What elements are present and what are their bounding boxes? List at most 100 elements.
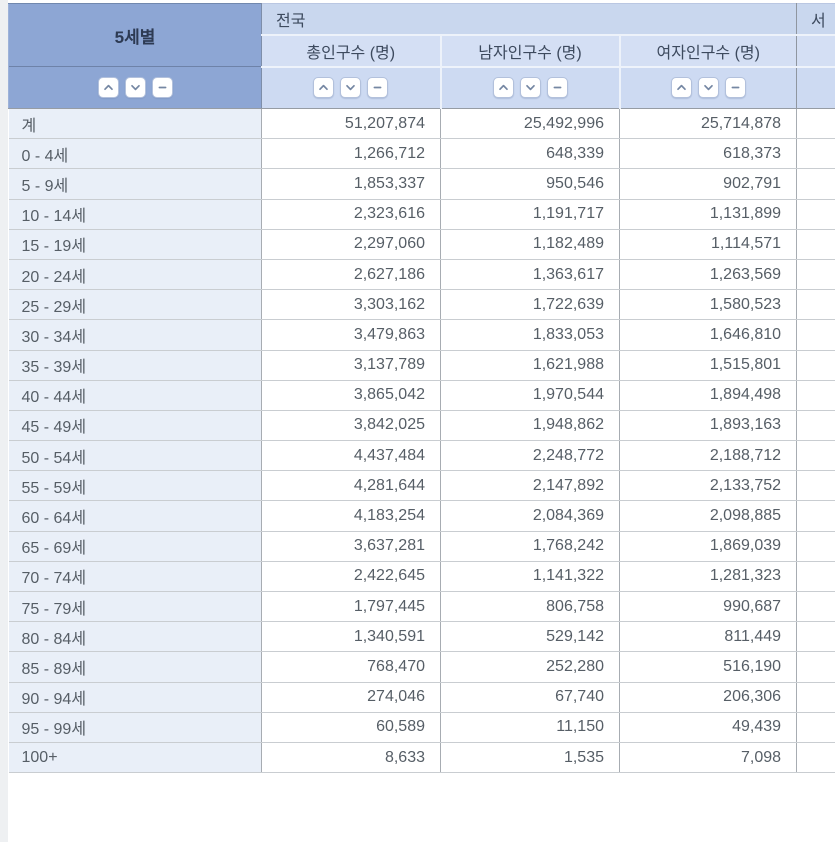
clear-sort-button[interactable] (367, 77, 389, 99)
age-group-cell: 5 - 9세 (8, 168, 262, 200)
sort-descending-button[interactable] (697, 77, 719, 99)
male-population-cell: 1,535 (440, 742, 620, 774)
sort-controls-row (8, 65, 835, 109)
region-header-row: 5세별 전국 서 (8, 3, 835, 67)
male-population-cell: 648,339 (440, 138, 620, 170)
total-population-cell: 1,853,337 (261, 168, 441, 200)
age-group-header: 5세별 (8, 3, 262, 67)
chevron-up-icon (319, 85, 329, 91)
age-group-cell: 45 - 49세 (8, 410, 262, 442)
column-header-total-population: 총인구수 (명) (261, 34, 442, 67)
female-population-cell: 1,580,523 (619, 289, 798, 321)
sort-ascending-button[interactable] (670, 77, 692, 99)
age-group-cell: 15 - 19세 (8, 229, 262, 260)
sort-cell-age-group (8, 66, 262, 109)
minus-icon (373, 86, 382, 89)
male-population-cell: 1,768,242 (440, 531, 620, 562)
table-row: 50 - 54세 4,437,484 2,248,772 2,188,712 (8, 440, 835, 472)
seoul-total-cell (796, 561, 835, 593)
male-population-cell: 1,141,322 (440, 561, 620, 593)
seoul-total-cell (796, 712, 835, 743)
female-population-cell: 2,188,712 (619, 440, 798, 472)
table-row: 65 - 69세 3,637,281 1,768,242 1,869,039 (8, 531, 835, 562)
female-population-cell: 1,869,039 (619, 531, 798, 562)
female-population-cell: 1,646,810 (619, 319, 798, 351)
seoul-total-cell (796, 319, 835, 351)
sort-ascending-button[interactable] (313, 77, 335, 99)
table-row: 30 - 34세 3,479,863 1,833,053 1,646,810 (8, 319, 835, 351)
age-group-cell: 50 - 54세 (8, 440, 262, 472)
table-row: 20 - 24세 2,627,186 1,363,617 1,263,569 (8, 259, 835, 291)
table-row: 60 - 64세 4,183,254 2,084,369 2,098,885 (8, 500, 835, 532)
total-population-cell: 274,046 (261, 682, 441, 713)
sort-ascending-button[interactable] (492, 77, 514, 99)
female-population-cell: 25,714,878 (619, 108, 798, 140)
seoul-total-cell (796, 440, 835, 472)
age-group-cell: 30 - 34세 (8, 319, 262, 351)
table-row: 0 - 4세 1,266,712 648,339 618,373 (8, 138, 835, 170)
seoul-total-cell (796, 380, 835, 411)
column-header-row: 총인구수 (명) 남자인구수 (명) 여자인구수 (명) 총 (9, 34, 835, 67)
male-population-cell: 1,191,717 (440, 199, 620, 230)
chevron-up-icon (676, 85, 686, 91)
table-row: 10 - 14세 2,323,616 1,191,717 1,131,899 (8, 199, 835, 230)
female-population-cell: 1,131,899 (619, 199, 798, 230)
chevron-down-icon (346, 85, 356, 91)
seoul-total-cell (796, 621, 835, 653)
age-group-cell: 80 - 84세 (8, 621, 262, 653)
female-population-cell: 206,306 (619, 682, 798, 713)
sort-descending-button[interactable] (340, 77, 362, 99)
male-population-cell: 806,758 (440, 591, 620, 623)
table-row: 100+ 8,633 1,535 7,098 (8, 742, 835, 774)
region-header-national: 전국 (261, 3, 798, 36)
minus-icon (731, 86, 740, 89)
table-row: 25 - 29세 3,303,162 1,722,639 1,580,523 (8, 289, 835, 321)
female-population-cell: 1,263,569 (619, 259, 798, 291)
table-row: 85 - 89세 768,470 252,280 516,190 (8, 651, 835, 683)
age-group-cell: 65 - 69세 (8, 531, 262, 562)
female-population-cell: 1,281,323 (619, 561, 798, 593)
age-group-cell: 0 - 4세 (8, 138, 262, 170)
male-population-cell: 2,248,772 (440, 440, 620, 472)
total-population-cell: 1,340,591 (261, 621, 441, 653)
population-table: 5세별 전국 서 총인구수 (명) 남자인구수 (명) 여자인구수 (명) 총 (8, 3, 835, 774)
table-row: 15 - 19세 2,297,060 1,182,489 1,114,571 (8, 229, 835, 260)
sort-button-group (95, 77, 176, 98)
male-population-cell: 1,970,544 (440, 380, 620, 411)
age-group-cell: 40 - 44세 (8, 380, 262, 411)
male-population-cell: 2,147,892 (440, 470, 620, 502)
total-population-cell: 4,437,484 (261, 440, 441, 472)
table-row: 70 - 74세 2,422,645 1,141,322 1,281,323 (8, 561, 835, 593)
seoul-total-cell (796, 108, 835, 140)
age-group-cell: 100+ (8, 742, 262, 774)
sort-descending-button[interactable] (519, 77, 541, 99)
seoul-total-cell (796, 651, 835, 683)
table-row: 5 - 9세 1,853,337 950,546 902,791 (8, 168, 835, 200)
table-row: 35 - 39세 3,137,789 1,621,988 1,515,801 (8, 350, 835, 381)
table-row: 75 - 79세 1,797,445 806,758 990,687 (8, 591, 835, 623)
total-population-cell: 51,207,874 (261, 108, 441, 140)
chevron-up-icon (103, 84, 113, 91)
clear-sort-button[interactable] (151, 77, 173, 98)
age-group-cell: 55 - 59세 (8, 470, 262, 502)
male-population-cell: 252,280 (440, 651, 620, 683)
age-group-cell: 25 - 29세 (8, 289, 262, 321)
male-population-cell: 67,740 (440, 682, 620, 713)
sort-cell-female-population (619, 65, 798, 109)
female-population-cell: 1,114,571 (619, 229, 798, 260)
clear-sort-button[interactable] (724, 77, 746, 99)
sort-cell-seoul-total (796, 65, 835, 109)
sort-ascending-button[interactable] (97, 77, 119, 98)
male-population-cell: 1,621,988 (440, 350, 620, 381)
seoul-total-cell (796, 199, 835, 230)
sort-descending-button[interactable] (124, 77, 146, 98)
seoul-total-cell (796, 742, 835, 774)
male-population-cell: 1,182,489 (440, 229, 620, 260)
male-population-cell: 1,833,053 (440, 319, 620, 351)
clear-sort-button[interactable] (546, 77, 568, 99)
total-population-cell: 2,627,186 (261, 259, 441, 291)
left-gutter (0, 0, 8, 842)
male-population-cell: 529,142 (440, 621, 620, 653)
total-population-cell: 3,842,025 (261, 410, 441, 442)
female-population-cell: 902,791 (619, 168, 798, 200)
